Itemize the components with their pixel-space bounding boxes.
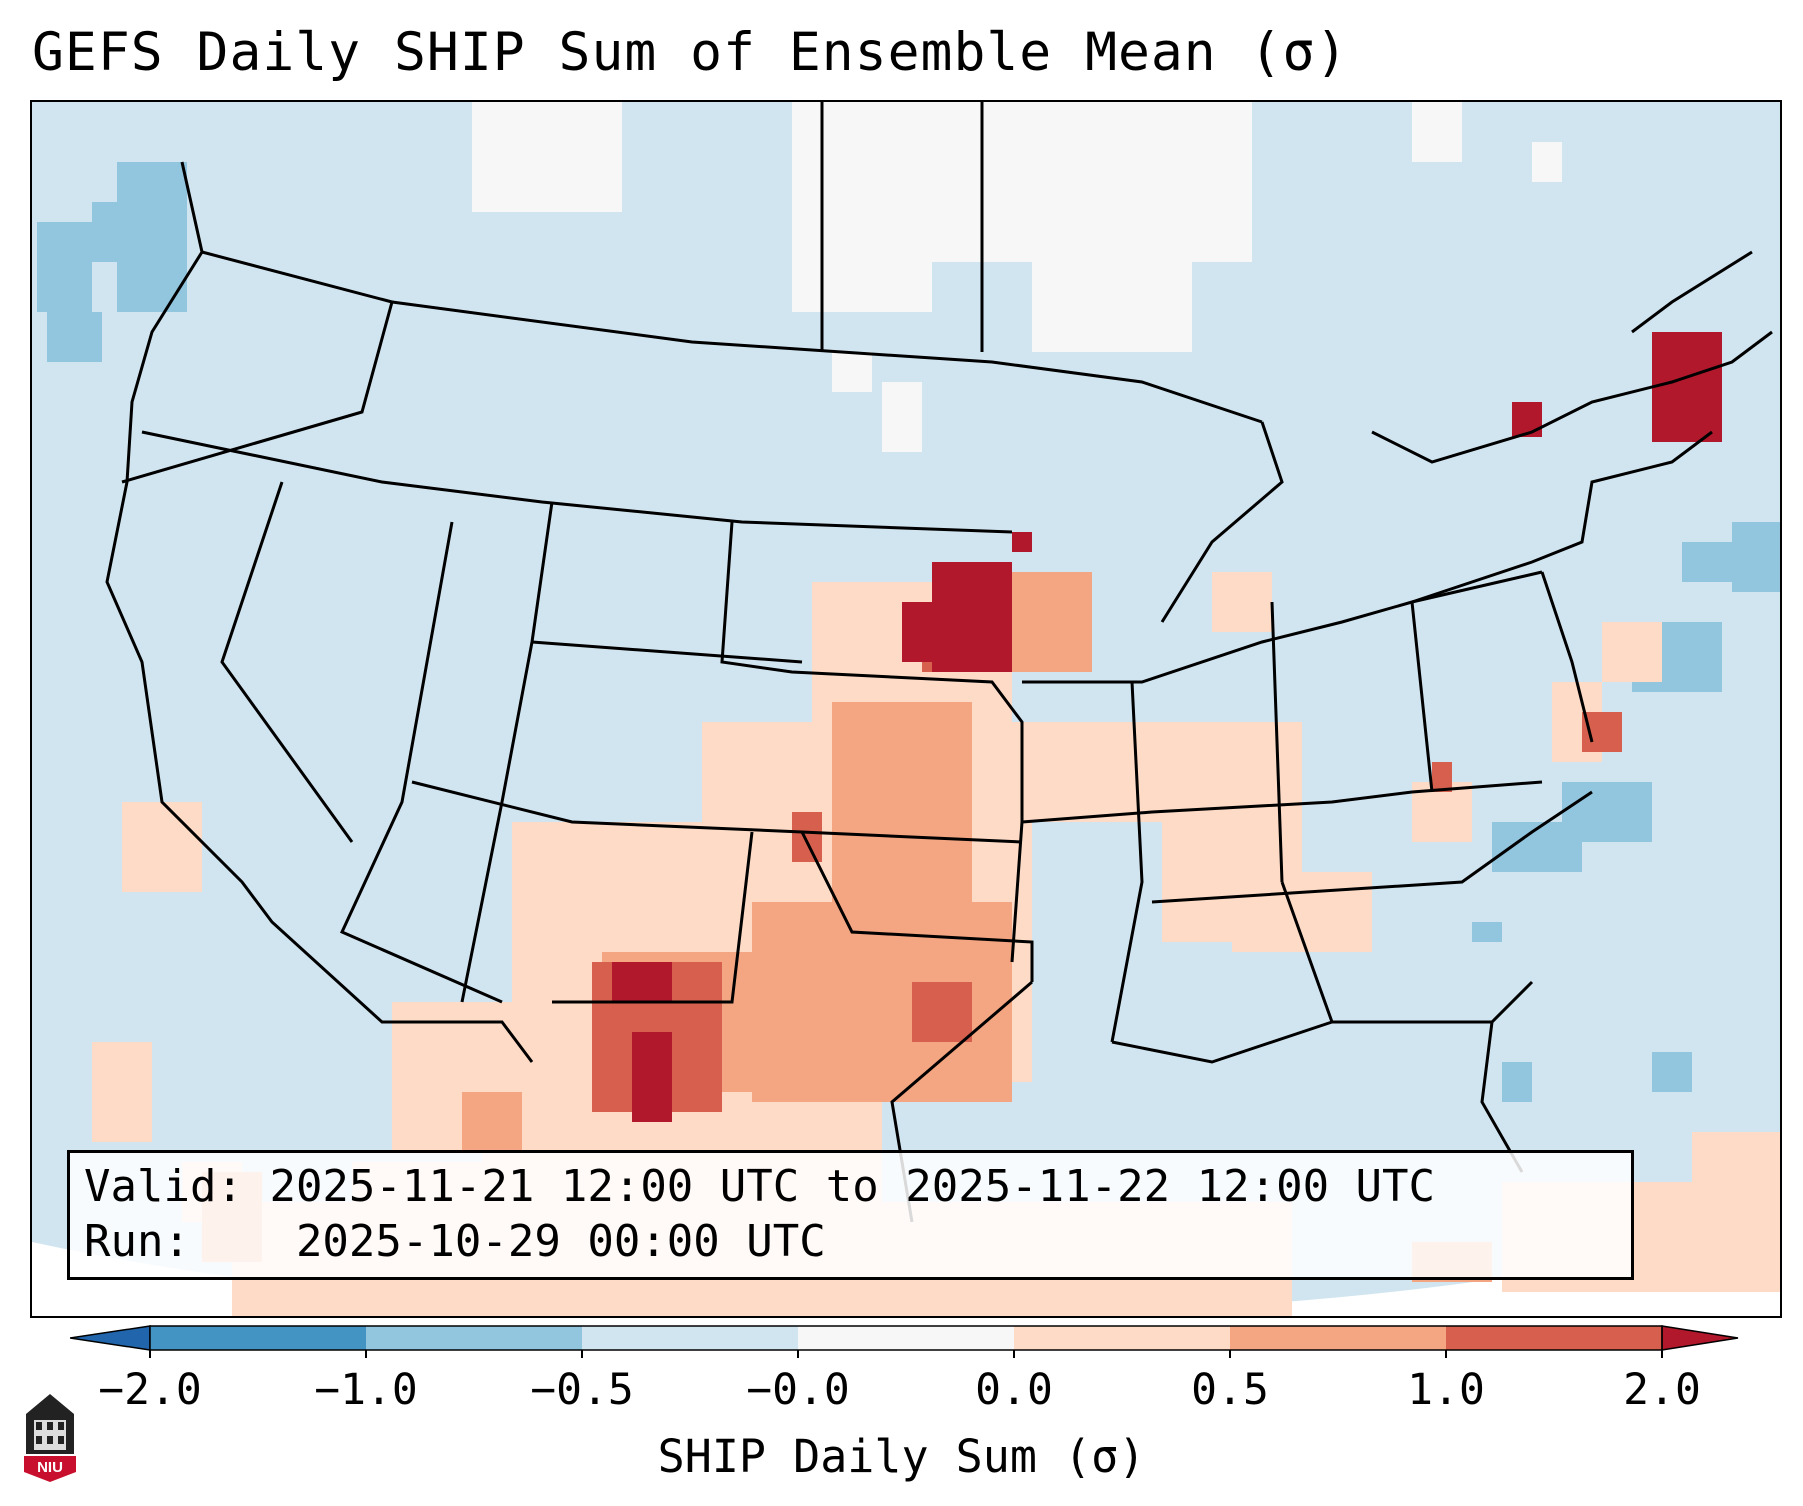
chart-title: GEFS Daily SHIP Sum of Ensemble Mean (σ) [32, 22, 1349, 83]
valid-label: Valid: [84, 1161, 243, 1212]
colorbar-label: SHIP Daily Sum (σ) [657, 1430, 1146, 1483]
run-row: Run: 2025-10-29 00:00 UTC [84, 1214, 1617, 1269]
run-value: 2025-10-29 00:00 UTC [295, 1216, 826, 1267]
map-panel [30, 100, 1782, 1318]
state-boundaries [105, 102, 1773, 1223]
colorbar-outline [149, 1325, 1663, 1351]
colorbar-extend-low [70, 1325, 151, 1351]
logo-text: NIU [37, 1459, 63, 1476]
niu-logo-icon: NIU [24, 1394, 76, 1482]
valid-row: Valid: 2025-11-21 12:00 UTC to 2025-11-2… [84, 1159, 1617, 1214]
near-zero-patches [472, 102, 1562, 452]
colorbar-tick: −0.5 [530, 1365, 634, 1415]
valid-value: 2025-11-21 12:00 UTC to 2025-11-22 12:00… [269, 1161, 1436, 1212]
colorbar [70, 1325, 1739, 1358]
colorbar-segment [1446, 1326, 1662, 1350]
colorbar-tick: 0.0 [975, 1365, 1053, 1415]
colorbar-tick: −0.0 [746, 1365, 850, 1415]
colorbar-tick: −1.0 [314, 1365, 418, 1415]
colorbar-segment [1014, 1326, 1230, 1350]
colorbar-tick: 2.0 [1623, 1365, 1701, 1415]
colorbar-segment [150, 1326, 366, 1350]
colorbar-tick: 0.5 [1191, 1365, 1269, 1415]
colorbar-segment [366, 1326, 582, 1350]
run-label: Run: [84, 1216, 190, 1267]
colorbar-segment [798, 1326, 1014, 1350]
map-canvas [32, 102, 1780, 1316]
colorbar-tick: 1.0 [1407, 1365, 1485, 1415]
negative-anomaly-patches [37, 162, 1780, 1102]
colorbar-tick: −2.0 [98, 1365, 202, 1415]
colorbar-extend-high [1661, 1325, 1739, 1351]
colorbar-segment [582, 1326, 798, 1350]
colorbar-segment [1230, 1326, 1446, 1350]
valid-run-info-box: Valid: 2025-11-21 12:00 UTC to 2025-11-2… [67, 1150, 1634, 1280]
